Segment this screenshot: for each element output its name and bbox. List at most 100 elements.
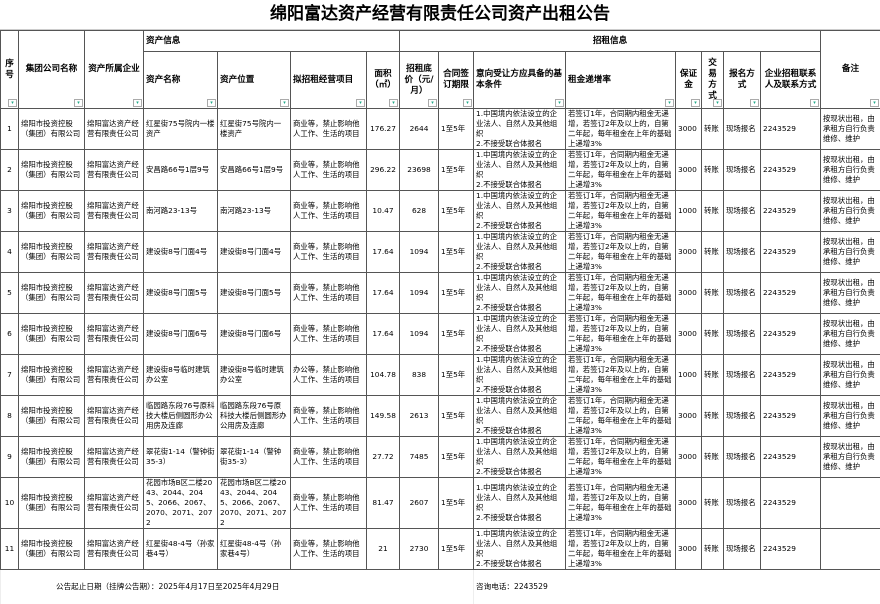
dropdown-filter-icon[interactable]: ▾ <box>665 99 674 107</box>
cell-remark: 按现状出租，由承租方自行负责维修、维护 <box>821 437 880 478</box>
cell-contact: 2243529 <box>761 355 821 396</box>
column-header[interactable]: 招租底价（元/月） ▾ <box>400 52 439 109</box>
dropdown-filter-icon[interactable]: ▾ <box>750 99 759 107</box>
cell-no: 9 <box>1 437 19 478</box>
cell-location: 翠花街1-14（警钟街35-3） <box>218 437 291 478</box>
dropdown-filter-icon[interactable]: ▾ <box>463 99 472 107</box>
cell-conditions: 1.中国境内依法设立的企业法人、自然人及其他组织 2.不接受联合体报名 <box>474 109 566 150</box>
cell-price: 838 <box>400 355 439 396</box>
dropdown-filter-icon[interactable]: ▾ <box>133 99 142 107</box>
dropdown-filter-icon[interactable]: ▾ <box>810 99 819 107</box>
cell-owner: 绵阳富达资产经营有限责任公司 <box>85 314 144 355</box>
cell-location: 建设街8号门面5号 <box>218 273 291 314</box>
cell-term: 1至5年 <box>439 396 474 437</box>
cell-term: 1至5年 <box>439 109 474 150</box>
cell-owner: 绵阳富达资产经营有限责任公司 <box>85 232 144 273</box>
cell-area: 296.22 <box>367 150 400 191</box>
column-header[interactable]: 企业招租联系人及联系方式 ▾ <box>761 52 821 109</box>
dropdown-filter-icon[interactable]: ▾ <box>555 99 564 107</box>
cell-deposit: 3000 <box>676 396 702 437</box>
cell-location: 南河路23-13号 <box>218 191 291 232</box>
column-header[interactable]: 合同签订期限▾ <box>439 52 474 109</box>
cell-remark: 按现状出租，由承租方自行负责维修、维护 <box>821 191 880 232</box>
cell-name: 临园路东段76号原科技大楼后侧圆形办公用房及连廊 <box>144 396 218 437</box>
cell-remark: 按现状出租，由承租方自行负责维修、维护 <box>821 109 880 150</box>
column-header[interactable]: 序号▾ <box>1 31 19 109</box>
cell-deposit: 1000 <box>676 355 702 396</box>
column-header[interactable]: 保证金▾ <box>676 52 702 109</box>
cell-term: 1至5年 <box>439 273 474 314</box>
cell-conditions: 1.中国境内依法设立的企业法人、自然人及其他组织 2.不接受联合体报名 <box>474 150 566 191</box>
cell-use: 商业等，禁止影响他人工作、生活的项目 <box>291 396 367 437</box>
cell-price: 7485 <box>400 437 439 478</box>
cell-term: 1至5年 <box>439 150 474 191</box>
column-header[interactable]: 面积（㎡）▾ <box>367 52 400 109</box>
cell-group: 绵阳市投资控股（集团）有限公司 <box>19 355 85 396</box>
column-header-label: 企业招租联系人及联系方式 <box>765 69 817 90</box>
dropdown-filter-icon[interactable]: ▾ <box>713 99 722 107</box>
column-header[interactable]: 资产所属企业 ▾ <box>85 31 144 109</box>
cell-price: 1094 <box>400 314 439 355</box>
cell-name: 红星街75号院内一楼资产 <box>144 109 218 150</box>
cell-conditions: 1.中国境内依法设立的企业法人、自然人及其他组织 2.不接受联合体报名 <box>474 314 566 355</box>
column-header[interactable]: 报名方式▾ <box>724 52 761 109</box>
cell-conditions: 1.中国境内依法设立的企业法人、自然人及其他组织 2.不接受联合体报名 <box>474 191 566 232</box>
dropdown-filter-icon[interactable]: ▾ <box>74 99 83 107</box>
cell-location: 红星街75号院内一楼资产 <box>218 109 291 150</box>
dropdown-filter-icon[interactable]: ▾ <box>280 99 289 107</box>
cell-trade: 转账 <box>702 109 724 150</box>
cell-contact: 2243529 <box>761 437 821 478</box>
cell-deposit: 1000 <box>676 191 702 232</box>
column-header[interactable]: 集团公司名称▾ <box>19 31 85 109</box>
cell-term: 1至5年 <box>439 437 474 478</box>
cell-no: 6 <box>1 314 19 355</box>
group-header-lease-info: 招租信息 <box>400 31 821 52</box>
cell-deposit: 3000 <box>676 109 702 150</box>
cell-no: 5 <box>1 273 19 314</box>
cell-no: 1 <box>1 109 19 150</box>
column-header-label: 资产所属企业 <box>88 64 140 74</box>
dropdown-filter-icon[interactable]: ▾ <box>428 99 437 107</box>
column-header[interactable]: 拟招租经营项目▾ <box>291 52 367 109</box>
cell-owner: 绵阳富达资产经营有限责任公司 <box>85 150 144 191</box>
dropdown-filter-icon[interactable]: ▾ <box>870 99 879 107</box>
cell-contact: 2243529 <box>761 150 821 191</box>
cell-group: 绵阳市投资控股（集团）有限公司 <box>19 273 85 314</box>
cell-use: 商业等，禁止影响他人工作、生活的项目 <box>291 437 367 478</box>
cell-increase: 若签订1年，合同期内租金无递增，若签订2年及以上的，自第二年起，每年租金在上年的… <box>566 150 676 191</box>
dropdown-filter-icon[interactable]: ▾ <box>691 99 700 107</box>
cell-increase: 若签订1年，合同期内租金无递增，若签订2年及以上的，自第二年起，每年租金在上年的… <box>566 109 676 150</box>
cell-name: 安昌路66号1层9号 <box>144 150 218 191</box>
column-header-label: 交易方式 <box>708 58 717 101</box>
cell-contact: 2243529 <box>761 396 821 437</box>
dropdown-filter-icon[interactable]: ▾ <box>8 99 17 107</box>
column-header-label: 招租底价（元/月） <box>405 64 434 96</box>
dropdown-filter-icon[interactable]: ▾ <box>389 99 398 107</box>
cell-trade: 转账 <box>702 150 724 191</box>
cell-increase: 若签订1年，合同期内租金无递增，若签订2年及以上的，自第二年起，每年租金在上年的… <box>566 396 676 437</box>
column-header[interactable]: 资产名称▾ <box>144 52 218 109</box>
column-header[interactable]: 交易方式▾ <box>702 52 724 109</box>
column-header[interactable]: 备注▾ <box>821 31 880 109</box>
dropdown-filter-icon[interactable]: ▾ <box>356 99 365 107</box>
footer-row: 公告起止日期（挂牌公告期）：2025年4月17日至2025年4月29日咨询电话：… <box>1 570 880 604</box>
cell-trade: 转账 <box>702 273 724 314</box>
dropdown-filter-icon[interactable]: ▾ <box>207 99 216 107</box>
cell-conditions: 1.中国境内依法设立的企业法人、自然人及其他组织 2.不接受联合体报名 <box>474 232 566 273</box>
column-header[interactable]: 意向受让方应具备的基本条件▾ <box>474 52 566 109</box>
column-header[interactable]: 租金递增率▾ <box>566 52 676 109</box>
cell-owner: 绵阳富达资产经营有限责任公司 <box>85 478 144 529</box>
column-header[interactable]: 资产位置▾ <box>218 52 291 109</box>
cell-term: 1至5年 <box>439 232 474 273</box>
